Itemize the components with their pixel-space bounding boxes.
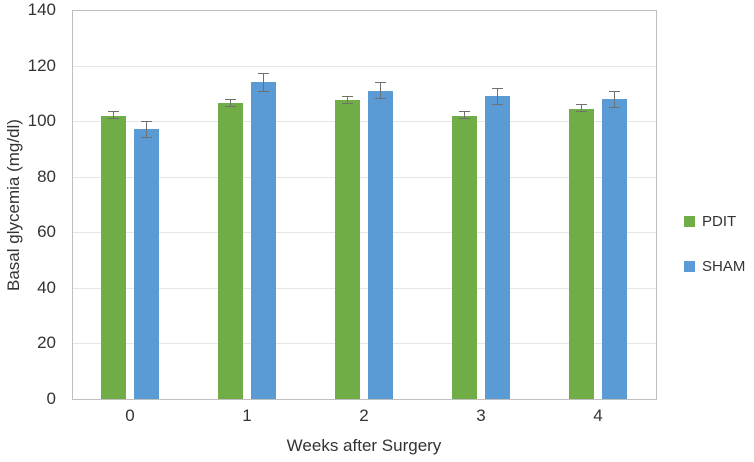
bar-sham-week-2 (368, 91, 393, 399)
x-tick-label: 1 (242, 406, 252, 425)
x-tick-label: 3 (476, 406, 486, 425)
y-tick-label: 100 (27, 111, 56, 130)
error-cap-top (141, 121, 152, 122)
error-cap-top (609, 91, 620, 92)
error-cap-bottom (342, 103, 353, 104)
error-line (113, 111, 114, 119)
error-bar-pdit-week-1 (225, 99, 236, 107)
error-bar-sham-week-0 (141, 121, 152, 138)
x-tick-label: 2 (359, 406, 369, 425)
error-line (263, 73, 264, 92)
bar-sham-week-4 (602, 99, 627, 399)
y-tick-label: 20 (37, 333, 56, 352)
bar-pdit-week-2 (335, 100, 360, 399)
error-cap-bottom (141, 137, 152, 138)
gridline (72, 177, 656, 178)
x-tick-label: 4 (593, 406, 603, 425)
bar-pdit-week-1 (218, 103, 243, 399)
error-cap-top (459, 111, 470, 112)
error-bar-sham-week-3 (492, 88, 503, 105)
error-cap-top (258, 73, 269, 74)
legend-label-pdit: PDIT (702, 212, 737, 230)
error-line (230, 99, 231, 107)
gridline (72, 121, 656, 122)
error-bar-pdit-week-0 (108, 111, 119, 119)
error-cap-top (108, 111, 119, 112)
y-tick-label: 80 (37, 167, 56, 186)
y-tick-label: 0 (46, 389, 56, 408)
gridline (72, 66, 656, 67)
error-line (380, 82, 381, 99)
error-cap-top (342, 96, 353, 97)
gridline (72, 288, 656, 289)
x-axis-line (72, 399, 657, 400)
error-cap-bottom (258, 91, 269, 92)
error-cap-bottom (459, 118, 470, 119)
error-cap-bottom (108, 118, 119, 119)
error-line (497, 88, 498, 105)
error-cap-top (375, 82, 386, 83)
y-tick-label: 40 (37, 278, 56, 297)
error-cap-bottom (576, 111, 587, 112)
legend: PDIT SHAM (684, 0, 754, 462)
error-cap-bottom (225, 106, 236, 107)
bar-sham-week-3 (485, 96, 510, 399)
error-cap-top (576, 104, 587, 105)
y-axis-line (72, 10, 73, 399)
error-bar-pdit-week-2 (342, 96, 353, 104)
error-line (146, 121, 147, 138)
error-cap-bottom (492, 104, 503, 105)
bar-sham-week-1 (251, 82, 276, 399)
y-axis-title: Basal glycemia (mg/dl) (4, 119, 23, 291)
bar-pdit-week-4 (569, 109, 594, 399)
error-bar-sham-week-2 (375, 82, 386, 99)
legend-item-sham: SHAM (684, 257, 746, 275)
y-tick-label: 140 (27, 0, 56, 19)
error-bar-sham-week-1 (258, 73, 269, 92)
error-cap-top (225, 99, 236, 100)
bar-sham-week-0 (134, 129, 159, 399)
bar-pdit-week-3 (452, 116, 477, 399)
pdit-swatch-icon (684, 215, 695, 227)
error-cap-top (492, 88, 503, 89)
y-tick-label: 120 (27, 56, 56, 75)
error-bar-pdit-week-4 (576, 104, 587, 112)
error-line (464, 111, 465, 119)
legend-item-pdit: PDIT (684, 212, 737, 230)
bar-pdit-week-0 (101, 116, 126, 399)
gridline (72, 343, 656, 344)
error-bar-sham-week-4 (609, 91, 620, 108)
plot-right-border (656, 10, 657, 399)
y-tick-label: 60 (37, 222, 56, 241)
error-line (347, 96, 348, 104)
legend-label-sham: SHAM (702, 257, 746, 275)
gridline (72, 232, 656, 233)
error-cap-bottom (609, 107, 620, 108)
error-cap-bottom (375, 98, 386, 99)
error-line (581, 104, 582, 112)
plot-area (72, 10, 657, 400)
sham-swatch-icon (684, 260, 695, 272)
x-axis-title: Weeks after Surgery (286, 436, 442, 455)
x-tick-label: 0 (125, 406, 135, 425)
error-line (614, 91, 615, 108)
plot-top-border (72, 10, 657, 11)
error-bar-pdit-week-3 (459, 111, 470, 119)
